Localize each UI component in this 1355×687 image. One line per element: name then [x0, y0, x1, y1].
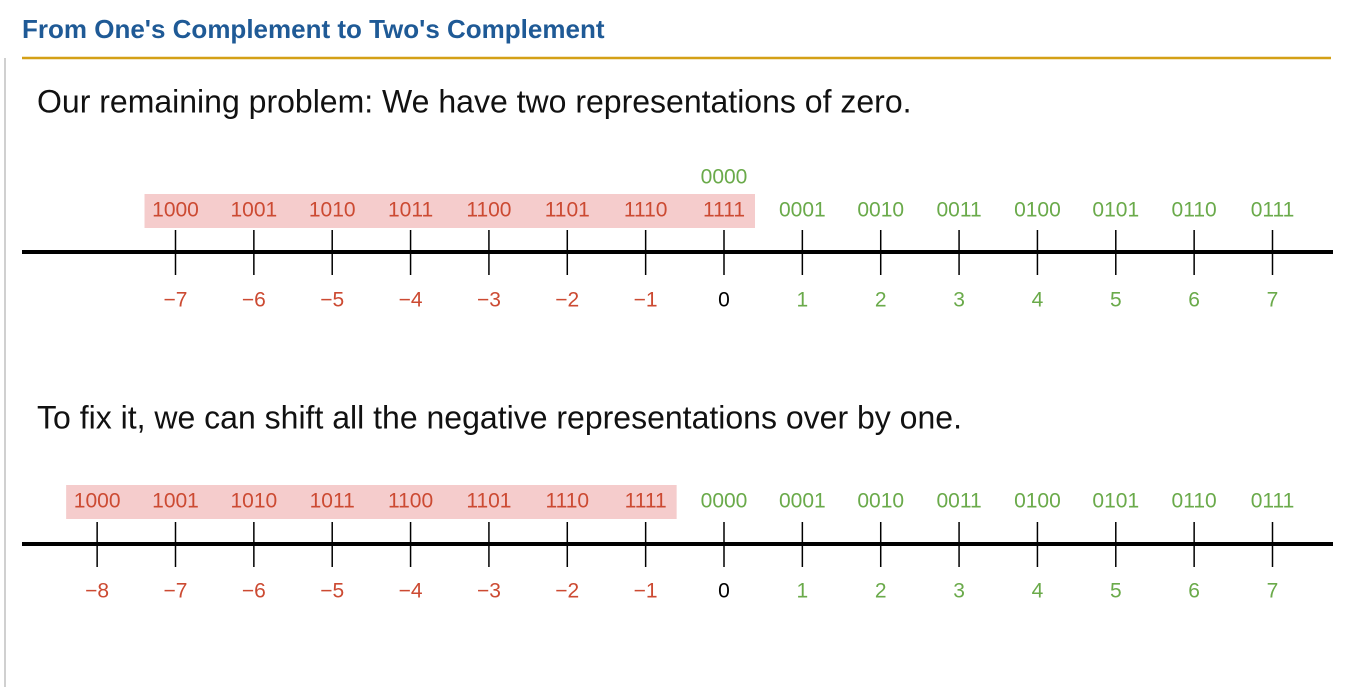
bit-pattern: 1010 — [309, 199, 356, 222]
number-label: −6 — [242, 289, 266, 312]
negative-highlight — [144, 194, 755, 228]
number-label: −7 — [164, 289, 188, 312]
bit-pattern: 0001 — [779, 490, 826, 513]
number-label: 0 — [718, 289, 730, 312]
bit-pattern: 1101 — [466, 490, 511, 513]
number-label: 3 — [953, 289, 965, 312]
number-label: 6 — [1188, 289, 1200, 312]
bit-pattern: 0101 — [1092, 490, 1139, 513]
number-label: 1 — [797, 289, 809, 312]
bit-pattern: 0100 — [1014, 490, 1061, 513]
bit-pattern: 1101 — [545, 199, 590, 222]
bit-pattern: 1000 — [152, 199, 199, 222]
bit-pattern: 0100 — [1014, 199, 1061, 222]
bit-pattern: 0111 — [1251, 490, 1295, 513]
number-label: 7 — [1267, 580, 1279, 603]
zero-alt-pattern: 0000 — [701, 166, 748, 189]
paragraph: Our remaining problem: We have two repre… — [37, 83, 912, 119]
bit-pattern: 0011 — [936, 199, 981, 222]
negative-highlight — [66, 485, 677, 519]
number-label: −6 — [242, 580, 266, 603]
bit-pattern: 0110 — [1172, 199, 1217, 222]
number-label: −3 — [477, 289, 501, 312]
number-label: −4 — [399, 289, 423, 312]
bit-pattern: 0111 — [1251, 199, 1295, 222]
number-label: 2 — [875, 580, 887, 603]
number-label: 0 — [718, 580, 730, 603]
number-label: −2 — [555, 289, 579, 312]
number-label: −1 — [634, 289, 658, 312]
bit-pattern: 1010 — [230, 490, 277, 513]
number-label: −5 — [320, 289, 344, 312]
number-label: −5 — [320, 580, 344, 603]
number-label: 7 — [1267, 289, 1279, 312]
bit-pattern: 1111 — [625, 490, 667, 513]
bit-pattern: 0011 — [936, 490, 981, 513]
number-label: 4 — [1032, 580, 1044, 603]
bit-pattern: 0010 — [857, 199, 904, 222]
number-label: 6 — [1188, 580, 1200, 603]
bit-pattern: 0010 — [857, 490, 904, 513]
bit-pattern: 1001 — [152, 490, 199, 513]
bit-pattern: 1011 — [388, 199, 433, 222]
number-label: 5 — [1110, 580, 1122, 603]
bit-pattern: 1000 — [74, 490, 121, 513]
bit-pattern: 1100 — [466, 199, 511, 222]
number-label: −7 — [164, 580, 188, 603]
number-label: 3 — [953, 580, 965, 603]
number-label: −2 — [555, 580, 579, 603]
paragraph: To fix it, we can shift all the negative… — [37, 399, 962, 435]
bit-pattern: 0000 — [701, 490, 748, 513]
slide-title: From One's Complement to Two's Complemen… — [22, 14, 605, 44]
number-label: −4 — [399, 580, 423, 603]
bit-pattern: 0101 — [1092, 199, 1139, 222]
bit-pattern: 1111 — [703, 199, 745, 222]
bit-pattern: 1110 — [624, 199, 668, 222]
bit-pattern: 0001 — [779, 199, 826, 222]
bit-pattern: 0110 — [1172, 490, 1217, 513]
number-label: −3 — [477, 580, 501, 603]
number-label: −1 — [634, 580, 658, 603]
number-label: 5 — [1110, 289, 1122, 312]
bit-pattern: 1011 — [310, 490, 355, 513]
number-label: −8 — [85, 580, 109, 603]
bit-pattern: 1100 — [388, 490, 433, 513]
number-label: 4 — [1032, 289, 1044, 312]
number-label: 2 — [875, 289, 887, 312]
bit-pattern: 1001 — [230, 199, 277, 222]
bit-pattern: 1110 — [545, 490, 589, 513]
number-label: 1 — [797, 580, 809, 603]
